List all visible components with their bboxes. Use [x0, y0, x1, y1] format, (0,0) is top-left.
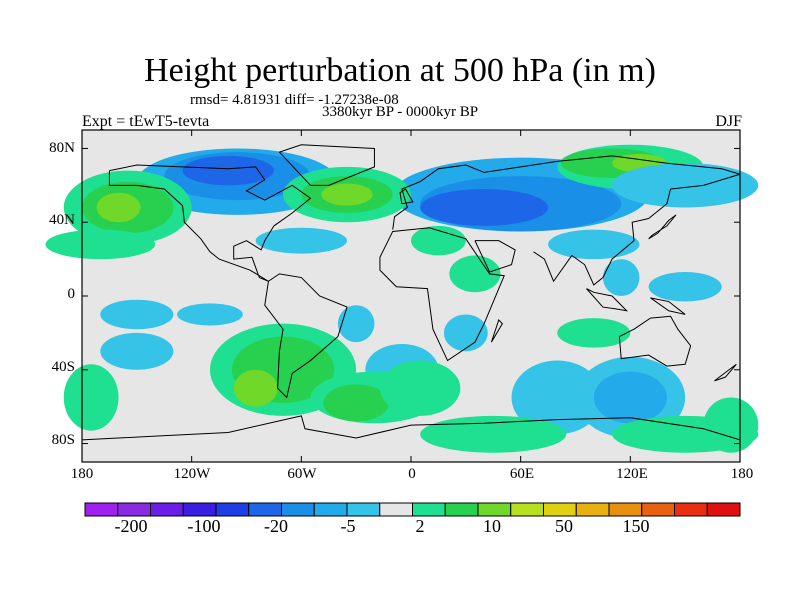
field-contour	[45, 229, 156, 260]
colorbar-swatch	[248, 502, 282, 517]
lon-label: 120W	[173, 466, 211, 482]
colorbar-swatch	[674, 502, 708, 517]
field-contour	[449, 255, 501, 293]
field-contour	[557, 318, 631, 348]
field-contour	[411, 225, 466, 256]
field-contour	[177, 303, 243, 326]
field-contour	[182, 155, 274, 186]
colorbar-swatch	[150, 502, 184, 517]
colorbar-swatch	[543, 502, 577, 517]
colorbar-swatch	[379, 502, 413, 517]
field-contour	[337, 305, 375, 343]
colorbar-swatch	[706, 502, 741, 517]
field-contour	[443, 314, 488, 352]
colorbar-label: 2	[415, 516, 425, 536]
colorbar-swatch	[510, 502, 544, 517]
lon-label: 120E	[616, 466, 648, 482]
coastline	[264, 273, 348, 399]
lat-label: 80S	[51, 432, 75, 448]
field-contour	[602, 259, 640, 296]
colorbar-label: -100	[187, 516, 221, 536]
field-contour	[612, 163, 759, 208]
colorbar-swatch	[182, 502, 217, 517]
coastline	[648, 214, 677, 240]
lon-label: 60W	[287, 466, 317, 482]
coastline	[278, 144, 375, 186]
colorbar-label: -20	[264, 516, 288, 536]
colorbar-swatch	[281, 502, 315, 517]
colorbar-label: 50	[555, 516, 573, 536]
coastline	[714, 363, 737, 382]
lon-label: 180	[730, 466, 754, 482]
field-contour	[321, 183, 373, 206]
field-contour	[511, 360, 603, 435]
coastline	[650, 297, 686, 315]
colorbar	[84, 502, 741, 517]
experiment-label: Expt = tEwT5-tevta	[82, 113, 210, 130]
coastline	[392, 155, 741, 230]
colorbar-swatch	[412, 502, 446, 517]
field-contour	[255, 227, 348, 254]
field-contour	[548, 229, 640, 260]
colorbar-swatch	[477, 502, 512, 517]
field-contour	[420, 415, 567, 453]
coastline	[108, 164, 312, 282]
season-label: DJF	[715, 113, 742, 130]
lat-label: 40N	[49, 212, 75, 228]
perturbation-field	[45, 130, 759, 462]
coastline	[618, 315, 692, 367]
coastline	[586, 288, 629, 312]
field-contour	[100, 299, 174, 330]
coastline	[490, 319, 504, 343]
colorbar-swatch	[444, 502, 479, 517]
coastline	[81, 415, 741, 441]
lon-label: 0	[408, 466, 416, 482]
coastline	[533, 173, 741, 286]
lat-label: 0	[67, 286, 76, 302]
coastline	[379, 227, 505, 362]
colorbar-swatch	[608, 502, 643, 517]
colorbar-swatch	[641, 502, 675, 517]
field-contour	[593, 371, 667, 424]
lon-label: 60E	[509, 466, 535, 482]
coastline	[474, 240, 516, 273]
period-text: 3380kyr BP - 0000kyr BP	[322, 104, 479, 120]
colorbar-swatch	[346, 502, 381, 517]
colorbar-swatch	[215, 502, 250, 517]
field-contour	[420, 189, 549, 226]
field-contour	[63, 364, 119, 431]
axis-ticks	[81, 130, 741, 462]
colorbar-swatch	[84, 502, 119, 517]
field-contour	[323, 384, 390, 422]
field-contour	[233, 369, 278, 407]
colorbar-label: 10	[483, 516, 501, 536]
lon-label: 180	[70, 466, 94, 482]
colorbar-swatch	[313, 502, 348, 517]
field-contour	[703, 397, 759, 453]
stats-text: rmsd= 4.81931 diff= -1.27238e-08	[190, 92, 399, 108]
colorbar-label: 150	[622, 516, 650, 536]
lat-label: 40S	[51, 359, 75, 375]
colorbar-swatch	[575, 502, 610, 517]
field-contour	[648, 272, 722, 302]
colorbar-swatch	[117, 502, 151, 517]
field-contour	[100, 332, 174, 370]
colorbar-label: -200	[114, 516, 148, 536]
field-contour	[96, 192, 141, 223]
coastline	[399, 188, 414, 205]
field-contour	[379, 360, 461, 416]
colorbar-label: -5	[340, 516, 356, 536]
plot-title: Height perturbation at 500 hPa (in m)	[144, 52, 656, 89]
coastlines	[81, 144, 741, 441]
lat-label: 80N	[49, 140, 75, 156]
